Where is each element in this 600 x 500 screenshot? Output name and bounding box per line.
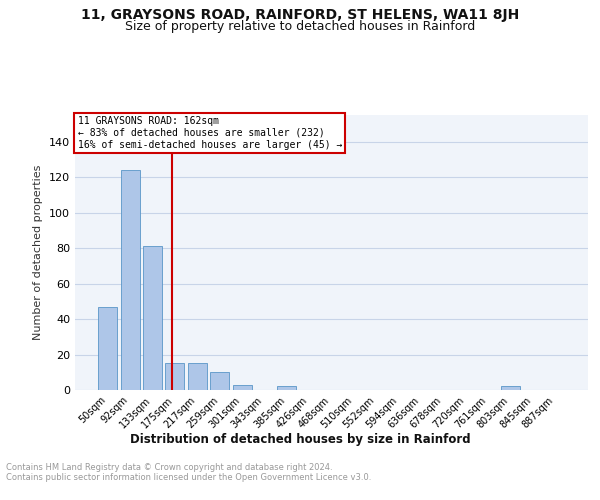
Bar <box>166 364 184 390</box>
Text: 11 GRAYSONS ROAD: 162sqm
← 83% of detached houses are smaller (232)
16% of semi-: 11 GRAYSONS ROAD: 162sqm ← 83% of detach… <box>77 116 342 150</box>
Bar <box>277 386 296 390</box>
Text: Size of property relative to detached houses in Rainford: Size of property relative to detached ho… <box>125 20 475 33</box>
Text: 11, GRAYSONS ROAD, RAINFORD, ST HELENS, WA11 8JH: 11, GRAYSONS ROAD, RAINFORD, ST HELENS, … <box>81 8 519 22</box>
Bar <box>143 246 162 390</box>
Bar <box>188 364 207 390</box>
Y-axis label: Number of detached properties: Number of detached properties <box>34 165 43 340</box>
Bar <box>233 384 251 390</box>
Text: Distribution of detached houses by size in Rainford: Distribution of detached houses by size … <box>130 432 470 446</box>
Bar <box>121 170 140 390</box>
Bar <box>210 372 229 390</box>
Bar <box>501 386 520 390</box>
Text: Contains HM Land Registry data © Crown copyright and database right 2024.
Contai: Contains HM Land Registry data © Crown c… <box>6 462 371 482</box>
Bar <box>98 306 118 390</box>
